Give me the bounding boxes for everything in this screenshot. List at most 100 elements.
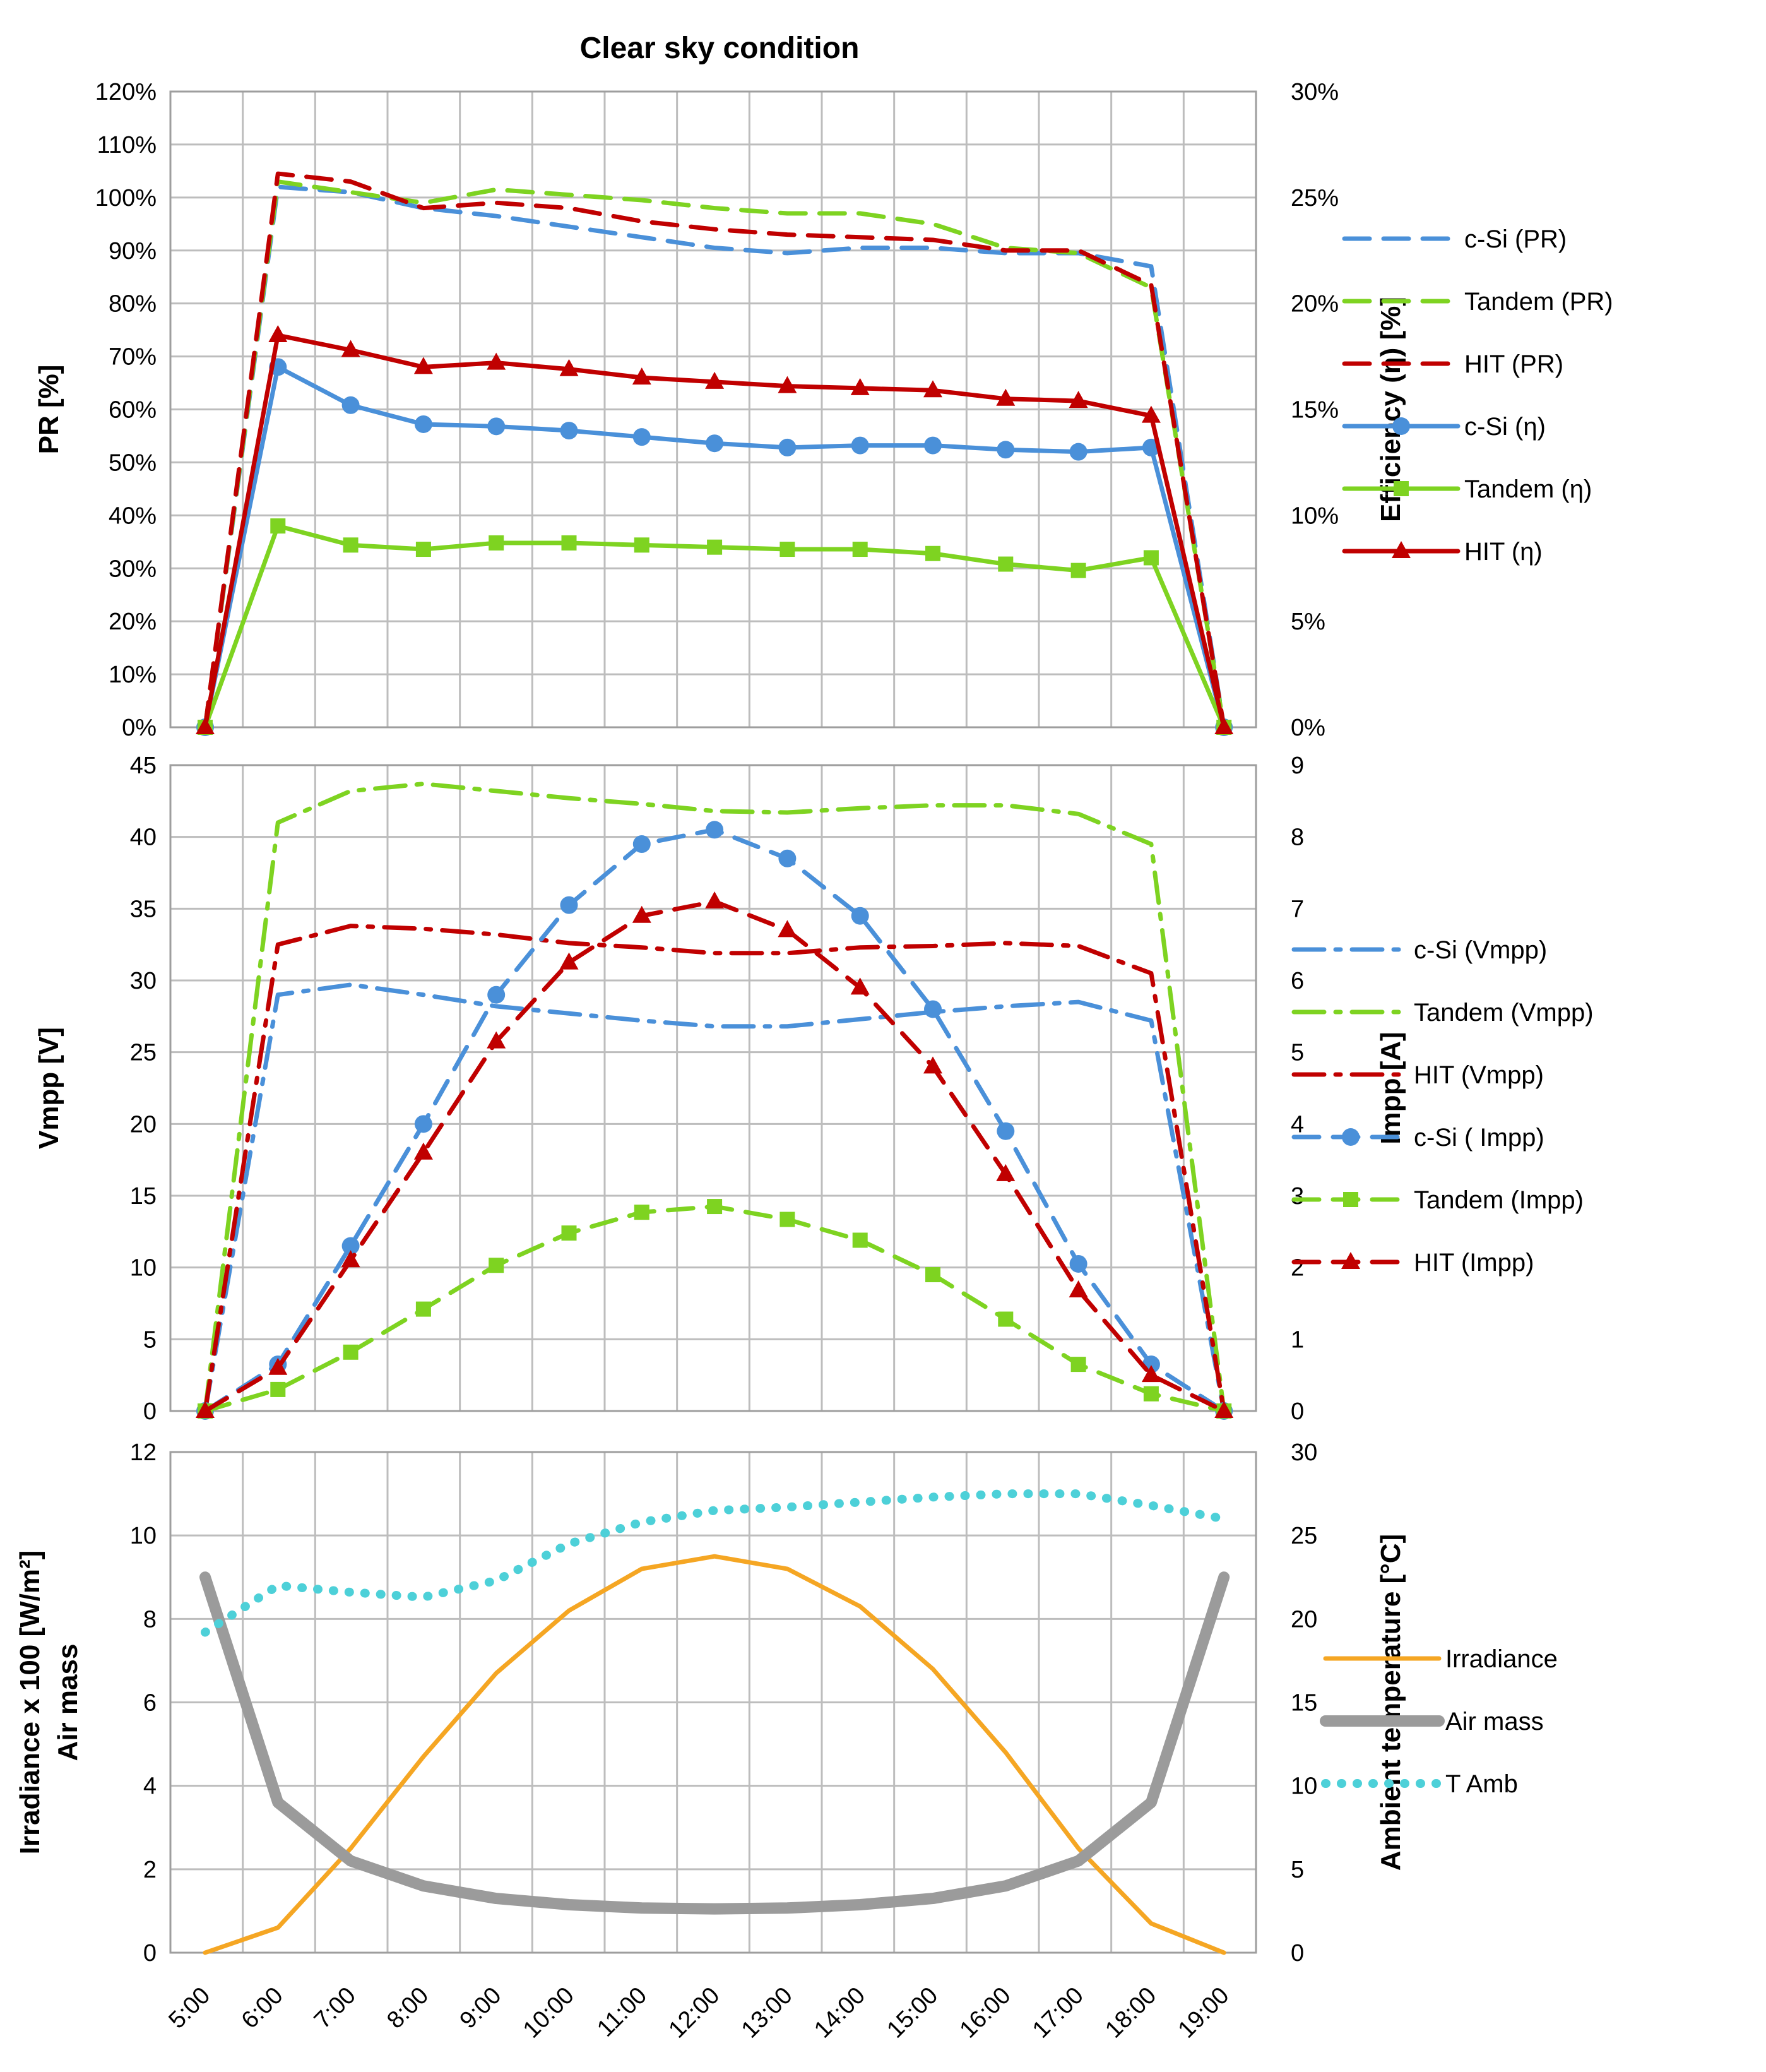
data-point [341,396,360,414]
legend-item-tandem-pr: Tandem (PR) [1342,288,1613,316]
y2-tick-label: 0% [1291,715,1325,741]
y2-tick-label: 4 [1291,1111,1304,1138]
data-point [413,357,433,374]
plot-frame [169,764,1257,1412]
data-point [414,1115,432,1133]
series-hit-pr [203,171,1226,730]
legend-item-tandem-impp: Tandem (Impp) [1291,1186,1584,1214]
y-tick-label: 2 [143,1857,157,1883]
data-point [705,371,725,389]
data-point [1069,1254,1087,1273]
legend-item-c-si-impp: c-Si ( Impp) [1291,1124,1544,1152]
y-tick-label: 35 [130,896,157,922]
data-point [487,417,506,436]
legend-item-c-si-pr: c-Si (PR) [1342,225,1567,253]
data-point [1070,563,1086,578]
series-line-air-mass [199,1571,1230,1915]
y-tick-label: 20% [109,609,157,635]
legend-marker [1342,1128,1360,1146]
series-line-irradiance [203,1554,1226,1955]
y2-tick-label: 10 [1291,1773,1317,1800]
chart-title: Clear sky condition [580,32,860,65]
panel-1: 0% 10% 20% 30% 40% 50% 60% 70% 80% 90% 100% 110% 120… [33,79,1613,741]
y2-tick-label: 0 [1291,1940,1304,1967]
legend-label: HIT (Vmpp) [1414,1061,1544,1089]
data-point [925,1267,940,1283]
y-tick-label: 10 [130,1255,157,1282]
y-tick-label: 80% [109,291,157,318]
y-tick-label: 100% [95,185,157,211]
data-point [196,717,215,734]
data-point [779,1212,795,1227]
data-point [268,1357,288,1375]
data-point [1143,1386,1159,1402]
legend-marker [1343,1192,1358,1207]
y-tick-label: 4 [143,1773,157,1800]
legend-label: HIT (η) [1464,538,1543,566]
y2-tick-label: 6 [1291,968,1304,994]
data-point [778,849,797,867]
data-point [196,1401,215,1418]
y-tick-label: 30% [109,556,157,582]
y-tick-label: 120% [95,79,157,105]
data-point [414,415,432,433]
legend-label: Air mass [1445,1708,1544,1736]
legend-label: T Amb [1445,1770,1518,1798]
data-point [1214,1401,1234,1418]
data-point [1069,443,1087,461]
y2-tick-label: 1 [1291,1326,1304,1353]
data-point [925,545,940,561]
legend-item-hit-vmpp: HIT (Vmpp) [1291,1061,1544,1089]
legend-label: HIT (Impp) [1414,1249,1534,1277]
data-point [341,340,360,357]
data-point [341,1250,360,1268]
data-point [996,388,1016,406]
legend-item-tandem-vmpp: Tandem (Vmpp) [1291,999,1594,1027]
y2-tick-label: 30% [1291,79,1339,105]
data-point [634,537,649,553]
series-tandem-vmpp [203,782,1226,1414]
legend-label: c-Si (PR) [1464,225,1567,253]
chart-panels: 0%10%20%30%40%50%60%70%80%90%100%110%120… [15,79,1613,2044]
y2-tick-label: 20 [1291,1606,1317,1633]
legend-item-hit-pr: HIT (PR) [1342,350,1563,378]
legend-item-air-mass: Air mass [1320,1708,1544,1736]
legend-label: Tandem (Impp) [1414,1186,1584,1214]
y-tick-label: 70% [109,344,157,371]
data-point [707,539,723,555]
y2-tick-label: 20% [1291,291,1339,318]
legend-label: HIT (PR) [1464,350,1563,378]
y2-tick-label: 5 [1291,1040,1304,1066]
y-tick-label: 8 [143,1606,157,1633]
series-air-mass [199,1571,1230,1915]
data-point [634,1205,649,1220]
data-point [852,1232,868,1248]
data-point [632,835,651,854]
data-point [924,436,942,455]
data-point [778,920,797,938]
data-point [996,1164,1016,1181]
y-tick-label: 0% [122,715,157,741]
legend-label: c-Si ( Impp) [1414,1124,1544,1152]
y2-tick-label: 0 [1291,1398,1304,1425]
y2-tick-label: 5 [1291,1857,1304,1883]
data-point [998,556,1014,572]
y2-tick-label: 9 [1291,753,1304,779]
plot-frame [169,1451,1257,1954]
y-tick-label: 15 [130,1183,157,1210]
legend-label: c-Si (Vmpp) [1414,936,1547,964]
legend-item-tandem: Tandem (η) [1342,475,1592,503]
data-point [1069,1280,1088,1298]
data-point [415,1301,431,1317]
plot-frame [169,90,1257,729]
data-point [487,985,506,1004]
y-tick-label: 10% [109,662,157,688]
y2-axis-title: Ambient temperature [°C] [1375,1534,1406,1871]
data-point [559,359,579,376]
data-point [924,1000,942,1018]
y-tick-label: 6 [143,1690,157,1717]
y2-tick-label: 25% [1291,185,1339,211]
y-axis-title: Irradiance x 100 [W/m²] [15,1551,45,1855]
series-line-t-amb [201,1489,1229,1637]
data-point [1070,1357,1086,1372]
